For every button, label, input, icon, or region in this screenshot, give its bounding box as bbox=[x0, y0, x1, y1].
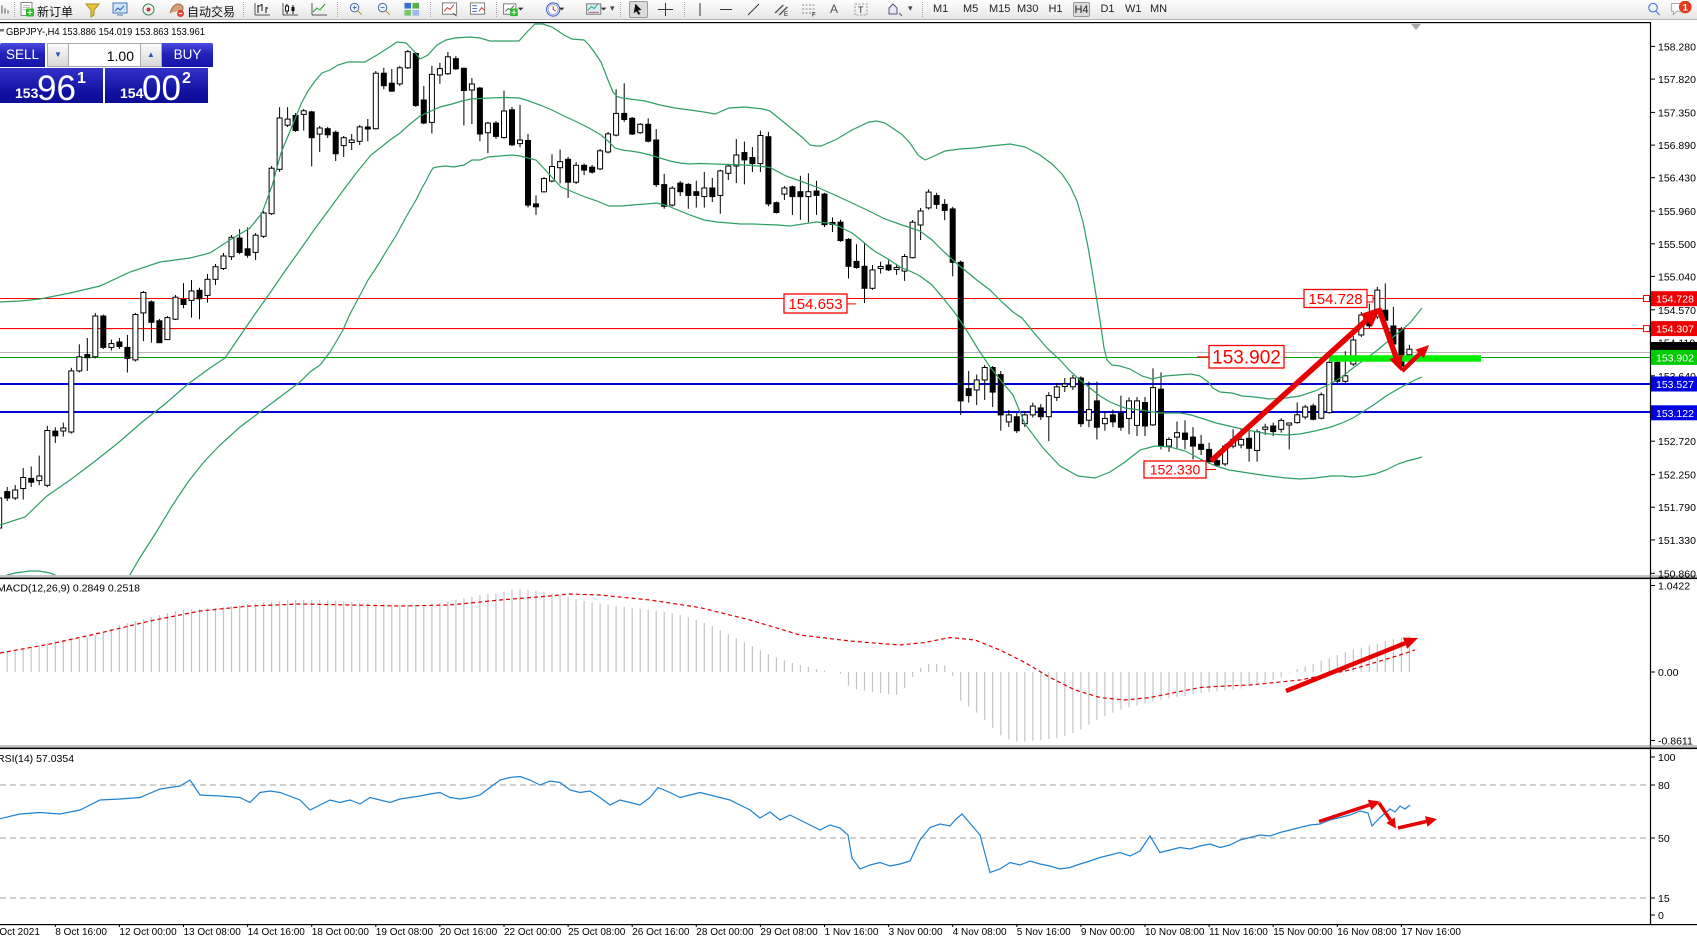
svg-text:156.430: 156.430 bbox=[1658, 173, 1696, 185]
svg-text:12 Oct 00:00: 12 Oct 00:00 bbox=[119, 927, 177, 938]
svg-text:F: F bbox=[812, 13, 816, 19]
svg-text:0.00: 0.00 bbox=[1658, 667, 1679, 679]
svg-text:9 Nov 00:00: 9 Nov 00:00 bbox=[1081, 927, 1135, 938]
svg-text:28 Oct 00:00: 28 Oct 00:00 bbox=[696, 927, 754, 938]
svg-text:152.330: 152.330 bbox=[1150, 462, 1201, 478]
svg-text:15 Nov 00:00: 15 Nov 00:00 bbox=[1273, 927, 1333, 938]
svg-text:153.902: 153.902 bbox=[1656, 352, 1694, 364]
svg-text:11 Nov 16:00: 11 Nov 16:00 bbox=[1209, 927, 1268, 938]
svg-text:3 Nov 00:00: 3 Nov 00:00 bbox=[889, 927, 943, 938]
svg-text:157.350: 157.350 bbox=[1658, 107, 1696, 119]
svg-text:1: 1 bbox=[1683, 2, 1688, 12]
svg-text:MACD(12,26,9) 0.2849 0.2518: MACD(12,26,9) 0.2849 0.2518 bbox=[0, 583, 140, 595]
svg-text:154.570: 154.570 bbox=[1658, 305, 1696, 317]
svg-text:157.820: 157.820 bbox=[1658, 74, 1696, 86]
svg-text:152.250: 152.250 bbox=[1658, 470, 1696, 482]
svg-text:15: 15 bbox=[1658, 893, 1670, 905]
svg-text:19 Oct 08:00: 19 Oct 08:00 bbox=[376, 927, 434, 938]
svg-text:E: E bbox=[784, 12, 788, 18]
svg-text:158.280: 158.280 bbox=[1658, 41, 1696, 53]
svg-text:154.728: 154.728 bbox=[1656, 294, 1694, 306]
svg-text:22 Oct 00:00: 22 Oct 00:00 bbox=[504, 927, 562, 938]
svg-text:151.790: 151.790 bbox=[1658, 502, 1696, 514]
svg-text:14 Oct 16:00: 14 Oct 16:00 bbox=[248, 927, 306, 938]
svg-text:153.122: 153.122 bbox=[1656, 408, 1694, 420]
svg-text:-0.8611: -0.8611 bbox=[1658, 736, 1693, 748]
svg-text:153.902: 153.902 bbox=[1212, 348, 1281, 369]
svg-text:155.040: 155.040 bbox=[1658, 271, 1696, 283]
svg-text:1 Nov 16:00: 1 Nov 16:00 bbox=[825, 927, 879, 938]
svg-text:5 Nov 16:00: 5 Nov 16:00 bbox=[1017, 927, 1071, 938]
svg-text:18 Oct 00:00: 18 Oct 00:00 bbox=[312, 927, 370, 938]
svg-text:17 Nov 16:00: 17 Nov 16:00 bbox=[1401, 927, 1461, 938]
svg-text:1.0422: 1.0422 bbox=[1658, 581, 1690, 593]
svg-text:4 Nov 08:00: 4 Nov 08:00 bbox=[953, 927, 1007, 938]
svg-text:GBPJPY-,H4 153.886 154.019 15: GBPJPY-,H4 153.886 154.019 153.863 153.9… bbox=[6, 26, 205, 38]
svg-text:100: 100 bbox=[1658, 752, 1676, 764]
svg-text:8 Oct 16:00: 8 Oct 16:00 bbox=[55, 927, 107, 938]
svg-text:0: 0 bbox=[1658, 910, 1664, 922]
svg-text:T: T bbox=[858, 5, 864, 15]
svg-text:20 Oct 16:00: 20 Oct 16:00 bbox=[440, 927, 498, 938]
svg-text:16 Nov 08:00: 16 Nov 08:00 bbox=[1337, 927, 1397, 938]
svg-text:152.720: 152.720 bbox=[1658, 436, 1696, 448]
svg-text:155.960: 155.960 bbox=[1658, 206, 1696, 218]
svg-text:26 Oct 16:00: 26 Oct 16:00 bbox=[632, 927, 690, 938]
svg-text:25 Oct 08:00: 25 Oct 08:00 bbox=[568, 927, 626, 938]
svg-text:29 Oct 08:00: 29 Oct 08:00 bbox=[760, 927, 818, 938]
svg-text:1 Oct 2021: 1 Oct 2021 bbox=[0, 927, 40, 938]
svg-text:155.500: 155.500 bbox=[1658, 239, 1696, 251]
svg-text:154.653: 154.653 bbox=[788, 296, 842, 313]
svg-text:151.330: 151.330 bbox=[1658, 535, 1696, 547]
svg-text:154.728: 154.728 bbox=[1308, 291, 1362, 308]
svg-text:156.890: 156.890 bbox=[1658, 140, 1696, 152]
svg-text:80: 80 bbox=[1658, 780, 1670, 792]
svg-text:154.307: 154.307 bbox=[1656, 324, 1694, 336]
svg-text:50: 50 bbox=[1658, 833, 1670, 845]
svg-text:153.527: 153.527 bbox=[1656, 379, 1694, 391]
svg-text:RSI(14) 57.0354: RSI(14) 57.0354 bbox=[0, 753, 74, 765]
svg-text:150.860: 150.860 bbox=[1658, 568, 1696, 580]
svg-text:13 Oct 08:00: 13 Oct 08:00 bbox=[184, 927, 242, 938]
svg-text:10 Nov 08:00: 10 Nov 08:00 bbox=[1145, 927, 1205, 938]
